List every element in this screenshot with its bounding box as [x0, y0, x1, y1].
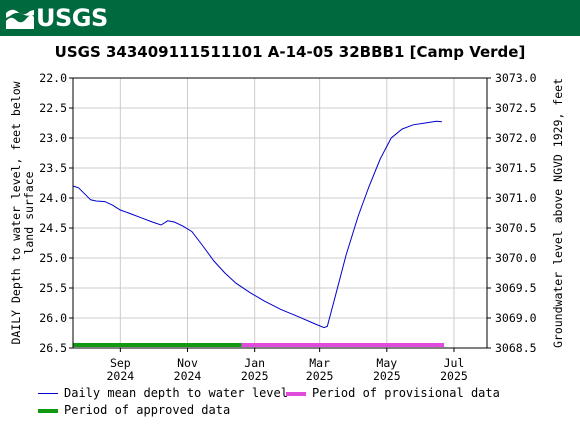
left-tick-label: 25.0 — [39, 251, 67, 265]
usgs-logo-text: USGS — [36, 4, 108, 32]
right-tick-label: 3072.0 — [495, 131, 537, 145]
x-tick-month-label: Sep — [110, 356, 131, 370]
right-axis: 3073.0 3072.5 3072.0 3071.5 3071.0 3070.5 3070… — [487, 71, 537, 355]
usgs-header-bar: USGS — [0, 0, 580, 36]
left-tick-label: 25.5 — [39, 281, 67, 295]
x-tick-month-label: Jul — [444, 356, 465, 370]
left-axis: 22.0 22.5 23.0 23.5 24.0 24.5 25.0 25.5 26.0 26.5 — [39, 71, 73, 355]
x-tick-year-label: 2025 — [373, 369, 401, 383]
left-tick-label: 22.0 — [39, 71, 67, 85]
hydrograph-chart: 22.0 22.5 23.0 23.5 24.0 24.5 25.0 25.5 26.0 26.5… — [9, 71, 565, 383]
left-tick-label: 24.0 — [39, 191, 67, 205]
period-bar — [241, 343, 445, 347]
right-tick-label: 3069.5 — [495, 281, 537, 295]
x-tick-year-label: 2025 — [440, 369, 468, 383]
legend-swatch — [38, 393, 58, 394]
usgs-wave-icon — [6, 9, 34, 29]
legend-swatch — [286, 391, 306, 396]
legend-label: Period of provisional data — [312, 386, 500, 400]
x-tick-month-label: May — [376, 356, 397, 370]
x-tick-month-label: Mar — [309, 356, 330, 370]
left-axis-label: DAILY Depth to water level, feet belowla… — [9, 81, 36, 344]
legend-item: Period of provisional data — [286, 385, 500, 401]
x-tick-month-label: Jan — [244, 356, 265, 370]
left-tick-label: 24.5 — [39, 221, 67, 235]
legend-label: Period of approved data — [64, 403, 231, 417]
period-bars — [73, 343, 445, 347]
legend-item: Daily mean depth to water level — [38, 385, 288, 401]
left-axis-label-line-1: DAILY Depth to water level, feet below — [9, 81, 23, 344]
right-tick-label: 3072.5 — [495, 101, 537, 115]
left-tick-label: 26.5 — [39, 341, 67, 355]
series-layer — [72, 120, 442, 329]
chart-title: USGS 343409111511101 A-14-05 32BBB1 [Cam… — [54, 43, 526, 61]
right-tick-label: 3071.5 — [495, 161, 537, 175]
legend-swatch — [38, 408, 58, 413]
legend-label: Daily mean depth to water level — [64, 386, 288, 400]
left-tick-label: 23.0 — [39, 131, 67, 145]
chart-grid — [73, 78, 487, 348]
right-tick-label: 3068.5 — [495, 341, 537, 355]
x-tick-month-label: Nov — [177, 356, 198, 370]
period-bar — [73, 343, 242, 347]
x-axis: Sep2024Nov2024Jan2025Mar2025May2025Jul20… — [106, 348, 468, 383]
right-tick-label: 3073.0 — [495, 71, 537, 85]
right-tick-label: 3070.5 — [495, 221, 537, 235]
x-tick-year-label: 2024 — [106, 369, 134, 383]
right-tick-label: 3071.0 — [495, 191, 537, 205]
left-axis-label-line-2: land surface — [22, 171, 36, 254]
x-tick-year-label: 2024 — [174, 369, 202, 383]
x-tick-year-label: 2025 — [306, 369, 334, 383]
series-line — [72, 120, 442, 329]
x-tick-year-label: 2025 — [241, 369, 269, 383]
right-tick-label: 3069.0 — [495, 311, 537, 325]
plot-frame — [72, 77, 488, 349]
left-tick-label: 26.0 — [39, 311, 67, 325]
right-tick-label: 3070.0 — [495, 251, 537, 265]
right-axis-label: Groundwater level above NGVD 1929, feet — [551, 78, 565, 348]
left-tick-label: 22.5 — [39, 101, 67, 115]
legend-item: Period of approved data — [38, 402, 230, 418]
left-tick-label: 23.5 — [39, 161, 67, 175]
